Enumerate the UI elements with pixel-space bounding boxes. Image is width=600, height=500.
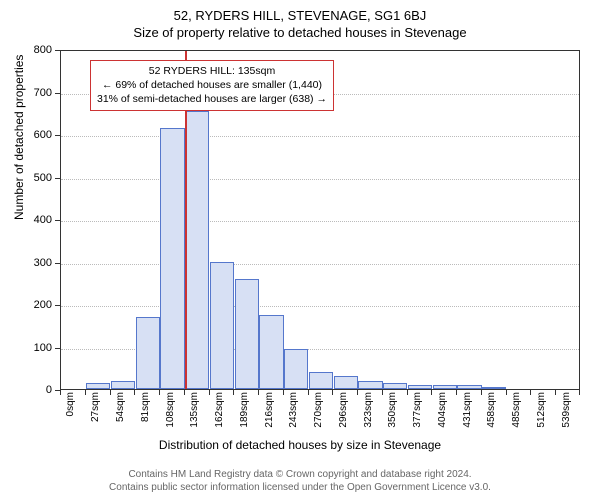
histogram-bar (259, 315, 283, 389)
gridline (61, 264, 579, 265)
gridline (61, 179, 579, 180)
x-tick-label: 323sqm (363, 392, 374, 442)
chart-area: 52 RYDERS HILL: 135sqm ← 69% of detached… (60, 50, 580, 390)
x-tick-mark (110, 390, 111, 395)
histogram-bar (358, 381, 382, 390)
y-tick-mark (55, 305, 60, 306)
footer-credits: Contains HM Land Registry data © Crown c… (0, 468, 600, 494)
x-tick-mark (431, 390, 432, 395)
x-tick-mark (555, 390, 556, 395)
footer-line2: Contains public sector information licen… (0, 481, 600, 494)
x-tick-label: 0sqm (65, 392, 76, 442)
x-tick-mark (85, 390, 86, 395)
gridline (61, 221, 579, 222)
histogram-bar (235, 279, 259, 390)
histogram-bar (160, 128, 184, 389)
x-tick-mark (506, 390, 507, 395)
x-tick-label: 162sqm (214, 392, 225, 442)
annotation-line3: 31% of semi-detached houses are larger (… (97, 92, 327, 106)
x-tick-label: 377sqm (412, 392, 423, 442)
y-tick-mark (55, 263, 60, 264)
x-tick-mark (456, 390, 457, 395)
y-tick-mark (55, 220, 60, 221)
y-tick-label: 600 (12, 129, 52, 141)
x-tick-label: 27sqm (90, 392, 101, 442)
histogram-bar (408, 385, 432, 389)
x-tick-label: 243sqm (288, 392, 299, 442)
page-title-main: 52, RYDERS HILL, STEVENAGE, SG1 6BJ (0, 0, 600, 23)
histogram-bar (309, 372, 333, 389)
annotation-line2: ← 69% of detached houses are smaller (1,… (97, 78, 327, 92)
gridline (61, 136, 579, 137)
x-tick-label: 216sqm (264, 392, 275, 442)
x-tick-mark (382, 390, 383, 395)
y-tick-label: 700 (12, 87, 52, 99)
histogram-bar (284, 349, 308, 389)
x-tick-label: 108sqm (165, 392, 176, 442)
page-title-sub: Size of property relative to detached ho… (0, 23, 600, 40)
x-tick-label: 512sqm (536, 392, 547, 442)
x-tick-mark (357, 390, 358, 395)
x-tick-mark (530, 390, 531, 395)
y-tick-mark (55, 135, 60, 136)
x-tick-mark (159, 390, 160, 395)
histogram-bar (334, 376, 358, 389)
x-tick-mark (283, 390, 284, 395)
gridline (61, 306, 579, 307)
histogram-bar (482, 387, 506, 389)
x-tick-label: 350sqm (387, 392, 398, 442)
x-tick-label: 296sqm (338, 392, 349, 442)
x-tick-label: 404sqm (437, 392, 448, 442)
x-tick-mark (579, 390, 580, 395)
x-tick-mark (407, 390, 408, 395)
y-tick-label: 800 (12, 44, 52, 56)
x-tick-mark (332, 390, 333, 395)
y-tick-mark (55, 50, 60, 51)
y-tick-label: 0 (12, 384, 52, 396)
x-tick-mark (209, 390, 210, 395)
histogram-bar (86, 383, 110, 389)
x-tick-label: 458sqm (486, 392, 497, 442)
y-tick-label: 400 (12, 214, 52, 226)
histogram-bar (185, 111, 209, 389)
x-tick-label: 189sqm (239, 392, 250, 442)
x-tick-label: 431sqm (462, 392, 473, 442)
histogram-bar (433, 385, 457, 389)
histogram-bar (457, 385, 481, 389)
x-tick-label: 539sqm (561, 392, 572, 442)
y-tick-label: 500 (12, 172, 52, 184)
x-tick-label: 270sqm (313, 392, 324, 442)
x-tick-mark (258, 390, 259, 395)
histogram-bar (383, 383, 407, 389)
y-tick-label: 100 (12, 342, 52, 354)
x-tick-label: 54sqm (115, 392, 126, 442)
y-tick-mark (55, 348, 60, 349)
annotation-box: 52 RYDERS HILL: 135sqm ← 69% of detached… (90, 60, 334, 111)
x-tick-label: 485sqm (511, 392, 522, 442)
x-tick-mark (134, 390, 135, 395)
histogram-bar (210, 262, 234, 390)
annotation-line1: 52 RYDERS HILL: 135sqm (97, 64, 327, 78)
histogram-bar (136, 317, 160, 389)
x-tick-mark (481, 390, 482, 395)
y-tick-mark (55, 93, 60, 94)
x-tick-label: 135sqm (189, 392, 200, 442)
x-axis-label: Distribution of detached houses by size … (0, 438, 600, 452)
x-tick-mark (184, 390, 185, 395)
y-tick-label: 300 (12, 257, 52, 269)
y-tick-mark (55, 178, 60, 179)
x-tick-mark (308, 390, 309, 395)
x-tick-mark (233, 390, 234, 395)
x-tick-label: 81sqm (140, 392, 151, 442)
histogram-bar (111, 381, 135, 389)
y-tick-label: 200 (12, 299, 52, 311)
footer-line1: Contains HM Land Registry data © Crown c… (0, 468, 600, 481)
x-tick-mark (60, 390, 61, 395)
